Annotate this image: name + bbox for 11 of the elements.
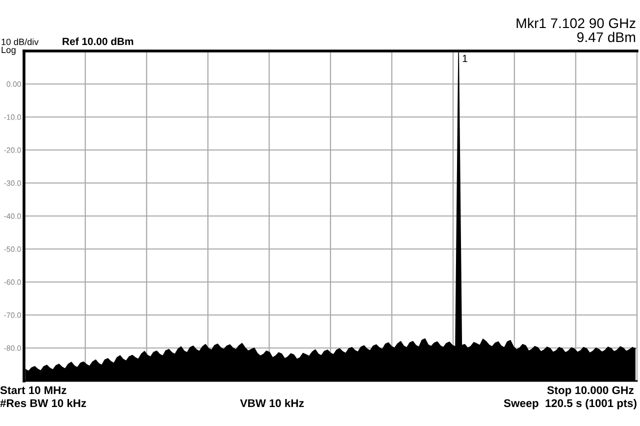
text: Sweep 120.5 s (1001 pts) xyxy=(504,398,636,410)
text: Log xyxy=(2,46,16,55)
text: 10 dB/div xyxy=(2,38,39,46)
text: Start 10 MHz xyxy=(0,386,66,394)
text: Mkr1 7.102 90 GHz xyxy=(516,18,636,28)
text: Stop 10.000 GHz xyxy=(547,386,634,396)
annotation: 1 xyxy=(462,54,468,62)
text: 9.47 dBm xyxy=(577,32,636,42)
text: VBW 10 kHz xyxy=(240,398,304,408)
text: Ref 10.00 dBm xyxy=(62,37,134,46)
text: #Res BW 10 kHz xyxy=(0,398,86,408)
